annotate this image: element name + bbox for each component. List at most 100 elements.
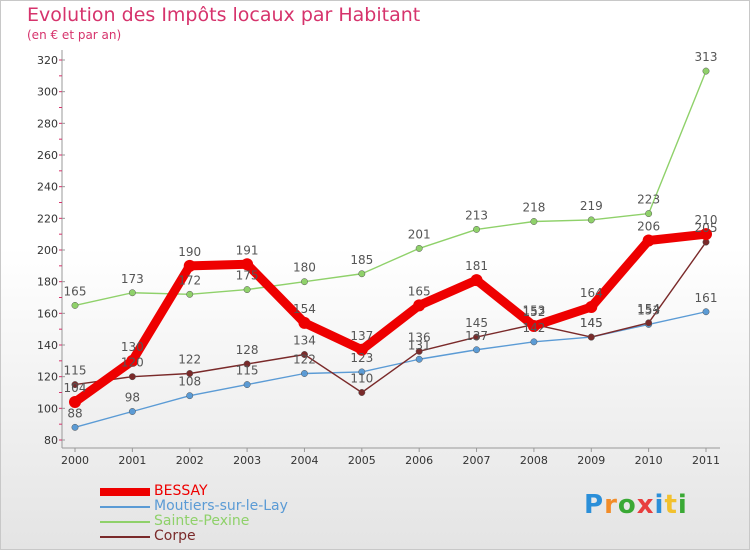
- data-label-corpe: 134: [293, 334, 316, 348]
- data-point-corpe: [358, 389, 366, 396]
- data-point-sainte-pexine: [415, 244, 423, 252]
- data-label-sainte-pexine: 213: [465, 208, 488, 222]
- data-point-moutiers-sur-le-lay: [358, 368, 366, 376]
- legend-label-sainte-pexine: Sainte-Pexine: [154, 513, 250, 529]
- data-label-moutiers-sur-le-lay: 108: [178, 375, 201, 389]
- data-point-sainte-pexine: [128, 289, 136, 297]
- y-tick-label: 140: [37, 339, 58, 352]
- data-point-moutiers-sur-le-lay: [243, 381, 251, 389]
- data-label-sainte-pexine: 223: [637, 193, 660, 207]
- logo-letter: r: [604, 490, 618, 520]
- data-label-moutiers-sur-le-lay: 161: [695, 291, 718, 305]
- y-tick-label: 180: [37, 276, 58, 289]
- y-tick-label: 300: [37, 86, 58, 99]
- data-label-sainte-pexine: 180: [293, 261, 316, 275]
- data-label-moutiers-sur-le-lay: 115: [236, 364, 259, 378]
- y-tick-label: 120: [37, 371, 58, 384]
- series-line-corpe: [74, 241, 707, 394]
- data-label-sainte-pexine: 219: [580, 199, 603, 213]
- data-label-bessay: 152: [522, 305, 545, 319]
- data-point-bessay: [69, 396, 81, 408]
- data-label-sainte-pexine: 313: [695, 50, 718, 64]
- legend-label-bessay: BESSAY: [154, 483, 208, 499]
- data-label-sainte-pexine: 185: [350, 253, 373, 267]
- data-label-moutiers-sur-le-lay: 153: [637, 303, 660, 317]
- proxiti-logo: Proxiti: [584, 490, 688, 520]
- data-label-sainte-pexine: 172: [178, 273, 201, 287]
- data-label-moutiers-sur-le-lay: 88: [67, 406, 82, 420]
- data-point-sainte-pexine: [473, 225, 480, 233]
- data-point-moutiers-sur-le-lay: [186, 392, 194, 400]
- chart-title: Evolution des Impôts locaux par Habitant: [27, 4, 421, 26]
- y-tick-label: 80: [44, 434, 58, 447]
- series-line-bessay: [70, 229, 711, 407]
- data-point-corpe: [128, 373, 136, 381]
- data-label-bessay: 190: [178, 245, 201, 259]
- x-tick-label: 2004: [290, 454, 318, 467]
- logo-letter: o: [617, 490, 637, 520]
- data-label-moutiers-sur-le-lay: 122: [293, 353, 316, 367]
- data-point-corpe: [301, 351, 308, 358]
- data-label-bessay: 137: [350, 329, 373, 343]
- data-point-moutiers-sur-le-lay: [702, 308, 710, 316]
- data-point-moutiers-sur-le-lay: [415, 355, 423, 363]
- data-point-moutiers-sur-le-lay: [530, 338, 538, 346]
- data-label-sainte-pexine: 165: [64, 284, 87, 298]
- data-point-bessay: [241, 258, 254, 271]
- data-label-bessay: 206: [637, 220, 660, 234]
- data-label-sainte-pexine: 175: [236, 269, 259, 283]
- data-label-bessay: 191: [236, 243, 259, 257]
- data-point-corpe: [645, 319, 653, 327]
- data-point-moutiers-sur-le-lay: [128, 408, 136, 415]
- data-label-corpe: 205: [695, 221, 718, 235]
- y-tick-label: 200: [37, 244, 58, 257]
- data-point-bessay: [183, 259, 196, 272]
- y-tick-label: 280: [37, 117, 58, 130]
- data-point-bessay: [700, 228, 712, 241]
- data-point-sainte-pexine: [645, 210, 653, 218]
- data-point-corpe: [186, 370, 194, 377]
- data-point-bessay: [585, 301, 598, 313]
- data-point-moutiers-sur-le-lay: [301, 370, 308, 377]
- legend-item-corpe: Corpe: [100, 529, 360, 544]
- data-label-sainte-pexine: 218: [522, 201, 545, 215]
- y-tick-label: 260: [37, 149, 58, 162]
- data-label-moutiers-sur-le-lay: 98: [125, 391, 140, 405]
- data-point-corpe: [587, 333, 595, 341]
- data-label-moutiers-sur-le-lay: 137: [465, 329, 488, 343]
- legend-item-moutiers: Moutiers-sur-le-Lay: [100, 499, 360, 514]
- x-tick-label: 2006: [405, 454, 433, 467]
- legend-item-sainte-pexine: Sainte-Pexine: [100, 514, 360, 529]
- data-label-corpe: 122: [178, 353, 201, 367]
- data-point-bessay: [126, 354, 139, 367]
- data-label-corpe: 145: [580, 316, 603, 330]
- data-point-bessay: [470, 274, 483, 287]
- data-point-bessay: [298, 316, 311, 329]
- x-tick-label: 2003: [233, 454, 261, 467]
- data-label-sainte-pexine: 173: [121, 272, 144, 286]
- data-point-sainte-pexine: [530, 218, 538, 225]
- data-label-corpe: 128: [236, 343, 259, 357]
- data-label-corpe: 153: [522, 303, 545, 317]
- data-label-bessay: 181: [465, 259, 488, 273]
- data-point-bessay: [642, 234, 655, 247]
- data-label-bessay: 104: [64, 381, 87, 395]
- data-point-sainte-pexine: [301, 278, 308, 286]
- data-label-moutiers-sur-le-lay: 131: [408, 338, 431, 352]
- data-label-corpe: 120: [121, 356, 144, 370]
- x-tick-label: 2000: [61, 454, 89, 467]
- data-point-bessay: [413, 299, 426, 312]
- legend-label-corpe: Corpe: [154, 528, 196, 544]
- legend-swatch-sainte-pexine: [100, 521, 150, 523]
- data-label-bessay: 210: [695, 213, 718, 227]
- data-label-bessay: 164: [580, 286, 603, 300]
- y-tick-label: 100: [37, 402, 58, 415]
- chart-legend: BESSAY Moutiers-sur-le-Lay Sainte-Pexine…: [100, 484, 360, 544]
- logo-letter: i: [654, 490, 665, 520]
- data-label-corpe: 154: [637, 302, 660, 316]
- y-tick-label: 160: [37, 307, 58, 320]
- x-tick-label: 2010: [635, 454, 663, 467]
- chart-subtitle: (en € et par an): [27, 28, 122, 42]
- data-point-corpe: [473, 333, 480, 341]
